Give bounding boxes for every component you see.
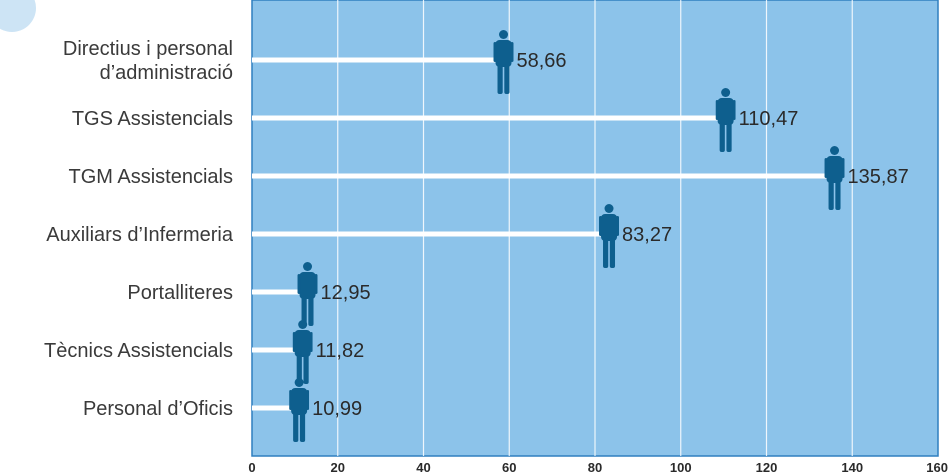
value-label: 110,47 [739, 108, 799, 130]
x-tick-label: 40 [416, 460, 430, 475]
value-labels: 58,66 110,47 135,87 83,27 12,95 11,82 10,99 [312, 50, 909, 420]
bar [252, 405, 300, 411]
category-label: Portalliteres [127, 282, 233, 304]
value-label: 12,95 [321, 282, 371, 304]
category-label-line: d’administració [100, 62, 233, 84]
category-label-line: TGS Assistencials [72, 108, 233, 130]
bar [252, 347, 303, 353]
category-label: TGS Assistencials [72, 108, 233, 130]
x-tick-label: 80 [588, 460, 602, 475]
category-label: Tècnics Assistencials [44, 340, 233, 362]
value-label: 135,87 [848, 166, 909, 188]
bar [252, 115, 726, 121]
bars-layer [252, 57, 835, 411]
x-axis-tick-labels: 0 20 40 60 80 100 120 140 160 [248, 460, 948, 475]
category-label: Personal d’Oficis [83, 398, 233, 420]
x-tick-label: 20 [331, 460, 345, 475]
x-tick-label: 60 [502, 460, 516, 475]
decor-circle-0 [0, 0, 36, 32]
bar [252, 173, 835, 179]
value-label: 10,99 [312, 398, 362, 420]
category-label-line: Personal d’Oficis [83, 398, 233, 420]
value-label: 11,82 [316, 340, 365, 362]
x-tick-label: 140 [841, 460, 863, 475]
category-label-line: Directius i personal [63, 38, 233, 60]
x-tick-label: 160 [926, 460, 948, 475]
x-tick-label: 100 [670, 460, 692, 475]
value-label: 83,27 [622, 224, 672, 246]
x-tick-label: 0 [248, 460, 255, 475]
category-label-line: Auxiliars d’Infermeria [46, 224, 234, 246]
category-label: Auxiliars d’Infermeria [46, 224, 234, 246]
category-label: TGM Assistencials [69, 166, 233, 188]
category-label-line: TGM Assistencials [69, 166, 233, 188]
bar [252, 289, 308, 295]
value-label: 58,66 [517, 50, 567, 72]
category-labels: Directius i personal d’administració TGS A… [44, 38, 234, 420]
bar [252, 57, 504, 63]
category-label: Directius i personal d’administració [63, 38, 233, 84]
bar [252, 231, 610, 237]
x-tick-label: 120 [756, 460, 778, 475]
category-label-line: Portalliteres [127, 282, 233, 304]
category-label-line: Tècnics Assistencials [44, 340, 233, 362]
